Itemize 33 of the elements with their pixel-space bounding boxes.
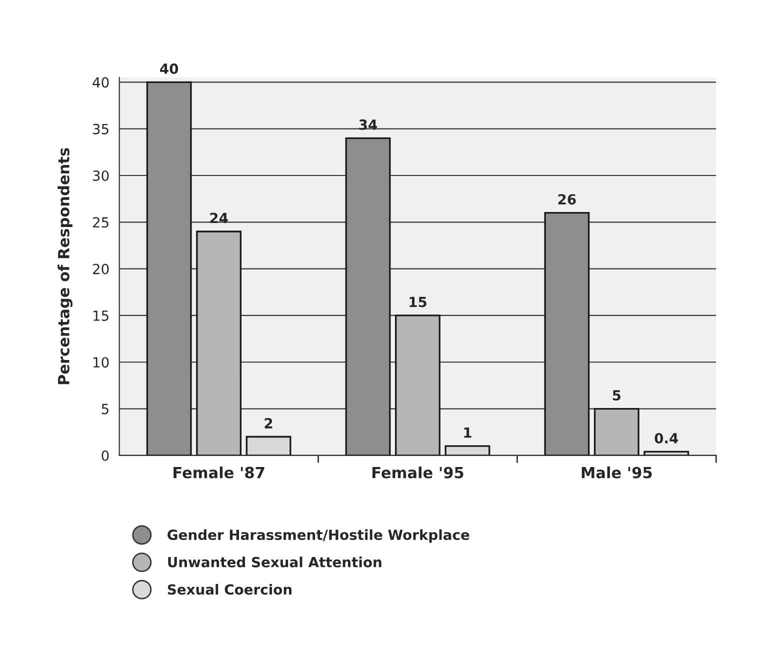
x-tick-label: Male '95	[582, 466, 652, 478]
bar	[395, 314, 440, 456]
y-tick-label: 30	[93, 170, 109, 181]
y-tick-label: 0	[102, 450, 109, 461]
bar	[146, 81, 192, 456]
y-tick-label: 40	[92, 77, 109, 88]
bar	[196, 230, 242, 456]
data-label: 24	[210, 212, 228, 224]
legend-label: Sexual Coercion	[168, 584, 292, 595]
legend-label: Unwanted Sexual Attention	[168, 556, 382, 568]
data-label: 34	[359, 119, 378, 130]
y-tick-label: 35	[93, 124, 108, 134]
x-tick-label: Female '95	[372, 466, 464, 478]
data-label: 1	[464, 428, 472, 438]
bar	[544, 212, 590, 456]
y-tick-label: 15	[93, 310, 108, 321]
data-label: 26	[558, 194, 576, 205]
y-tick-label: 25	[92, 217, 108, 228]
y-tick-label: 10	[93, 357, 109, 368]
bar	[345, 137, 391, 456]
y-tick-label: 20	[92, 264, 109, 274]
y-axis-title: Percentage of Respondents	[58, 148, 73, 384]
data-label: 2	[264, 418, 272, 428]
data-label: 40	[160, 63, 178, 74]
bar	[594, 408, 640, 456]
y-tick-label: 5	[102, 404, 108, 414]
data-label: 0.4	[654, 432, 678, 444]
legend-label: Gender Harassment/Hostile Workplace	[168, 529, 470, 543]
x-tick-label: Female '87	[174, 466, 264, 478]
bar	[246, 436, 292, 456]
bar	[444, 445, 490, 456]
data-label: 15	[410, 296, 426, 308]
data-label: 5	[612, 390, 621, 401]
